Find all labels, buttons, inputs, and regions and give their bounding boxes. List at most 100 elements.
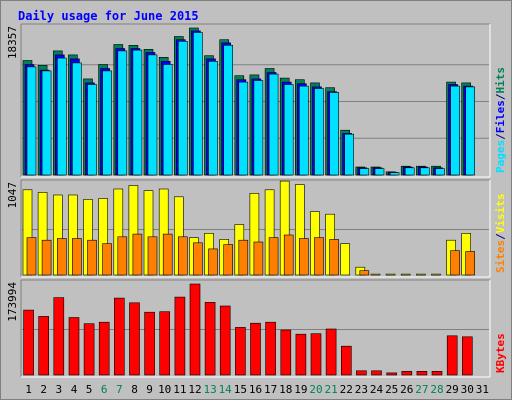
bar-visits-day-24 [370, 273, 381, 276]
bar-sites-day-21 [329, 239, 339, 276]
legend-item: Files [494, 100, 507, 133]
bar-sites-day-29 [450, 250, 460, 276]
bar-kbytes-day-16 [250, 322, 261, 376]
bar-sites-day-10 [162, 233, 173, 276]
bar-pages-day-25 [389, 172, 400, 176]
legend-item: Sites [494, 240, 507, 273]
bar-pages-day-28 [435, 168, 445, 176]
x-tick-label-day-31: 31 [476, 383, 489, 396]
x-tick-label-day-20: 20 [309, 383, 322, 396]
x-tick-label-day-29: 29 [446, 383, 459, 396]
bar-sites-day-30 [465, 251, 476, 276]
bar-pages-day-27 [420, 167, 430, 176]
bar-visits-day-25 [385, 273, 396, 276]
bar-sites-day-1 [26, 237, 37, 276]
bar-visits-day-22 [340, 243, 351, 276]
bar-visits-day-26 [400, 273, 411, 276]
bar-sites-day-12 [193, 242, 203, 276]
bar-pages-day-9 [147, 54, 158, 176]
x-tick-label-day-5: 5 [86, 383, 93, 396]
bar-pages-day-18 [283, 84, 294, 176]
bar-sites-day-14 [223, 244, 233, 276]
x-tick-label-day-28: 28 [430, 383, 443, 396]
bar-kbytes-day-14 [219, 305, 231, 376]
x-tick-label-day-19: 19 [294, 383, 307, 396]
panel-kbytes: 173994 KBytes [6, 279, 507, 378]
bar-kbytes-day-25 [386, 372, 398, 376]
bar-pages-day-26 [404, 167, 415, 176]
bar-kbytes-day-8 [129, 302, 140, 376]
bar-kbytes-day-13 [204, 301, 216, 376]
bar-pages-day-29 [450, 85, 460, 176]
bar-kbytes-day-5 [83, 323, 95, 376]
bar-visits-day-28 [431, 273, 441, 276]
bar-pages-day-3 [56, 57, 67, 176]
legend-item: Pages [494, 140, 507, 173]
bar-sites-day-7 [117, 236, 128, 276]
x-tick-label-day-3: 3 [55, 383, 62, 396]
bar-sites-day-11 [178, 236, 188, 276]
bar-pages-day-21 [329, 92, 339, 176]
bar-pages-day-8 [132, 49, 143, 176]
bar-kbytes-day-10 [159, 311, 170, 376]
bar-pages-day-15 [238, 81, 249, 176]
bar-pages-day-10 [162, 64, 173, 176]
bar-kbytes-day-17 [265, 321, 276, 376]
bar-kbytes-day-28 [431, 370, 443, 376]
chart-panels: 18357Pages/Files/Hits1047Sites/Visits173… [6, 23, 507, 378]
bar-kbytes-day-7 [114, 297, 125, 376]
bar-sites-day-19 [298, 238, 309, 276]
panel-legend: KBytes [494, 333, 507, 373]
bar-pages-day-2 [41, 70, 52, 176]
chart-title: Daily usage for June 2015 [18, 9, 199, 23]
bar-kbytes-day-18 [280, 329, 292, 376]
x-tick-label-day-8: 8 [131, 383, 138, 396]
x-tick-label-day-26: 26 [400, 383, 413, 396]
bar-pages-day-22 [344, 133, 355, 176]
bar-pages-day-23 [359, 168, 370, 176]
x-tick-label-day-22: 22 [340, 383, 353, 396]
bar-pages-day-20 [314, 88, 324, 176]
legend-separator: / [494, 233, 507, 240]
bar-sites-day-3 [56, 238, 67, 276]
bar-pages-day-17 [268, 73, 279, 176]
legend-separator: / [494, 93, 507, 100]
bar-pages-day-6 [102, 70, 112, 176]
bar-sites-day-15 [238, 239, 249, 276]
bar-kbytes-day-27 [416, 370, 428, 376]
x-tick-label-day-21: 21 [324, 383, 337, 396]
bar-kbytes-day-1 [23, 309, 34, 376]
bar-pages-day-11 [178, 40, 188, 176]
bar-pages-day-1 [26, 66, 37, 176]
x-tick-label-day-6: 6 [101, 383, 108, 396]
bar-pages-day-4 [72, 62, 82, 176]
legend-separator: / [494, 133, 507, 140]
x-tick-label-day-24: 24 [370, 383, 384, 396]
x-tick-label-day-11: 11 [173, 383, 186, 396]
x-tick-label-day-16: 16 [249, 383, 262, 396]
x-tick-label-day-27: 27 [415, 383, 428, 396]
panel-legend: Pages/Files/Hits [494, 67, 507, 173]
x-tick-label-day-17: 17 [264, 383, 277, 396]
x-tick-label-day-9: 9 [146, 383, 153, 396]
bar-pages-day-5 [87, 84, 97, 176]
bar-sites-day-6 [102, 243, 112, 276]
panel-visits_sites: 1047 Sites/Visits [6, 179, 507, 278]
bar-kbytes-day-12 [189, 283, 201, 376]
bar-sites-day-13 [208, 248, 218, 276]
bar-pages-day-7 [117, 50, 128, 176]
bar-kbytes-day-19 [295, 333, 307, 376]
bar-sites-day-4 [72, 238, 82, 276]
bar-kbytes-day-21 [325, 328, 337, 376]
x-tick-label-day-13: 13 [203, 383, 216, 396]
bar-pages-day-12 [193, 32, 203, 176]
legend-item: KBytes [494, 333, 507, 373]
bar-pages-day-16 [253, 80, 264, 176]
x-tick-label-day-15: 15 [234, 383, 247, 396]
legend-item: Visits [494, 194, 507, 234]
x-tick-label-day-25: 25 [385, 383, 398, 396]
bar-kbytes-day-15 [235, 327, 246, 376]
bar-pages-day-14 [223, 44, 233, 176]
